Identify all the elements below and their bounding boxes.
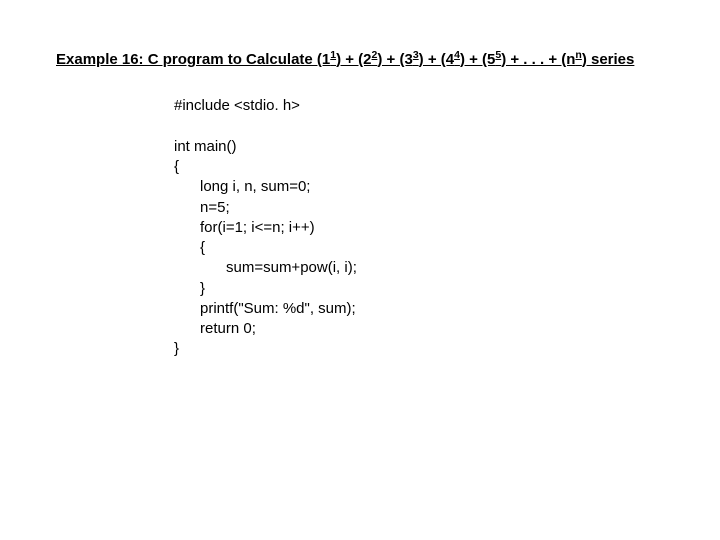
example-title: Example 16: C program to Calculate (11) … — [56, 48, 664, 70]
code-line: } — [174, 279, 664, 299]
title-text: ) + (2 — [336, 51, 371, 68]
code-line: for(i=1; i<=n; i++) — [174, 218, 664, 238]
title-text: ) + (5 — [460, 51, 495, 68]
code-line: long i, n, sum=0; — [174, 177, 664, 197]
code-line: return 0; — [174, 319, 664, 339]
code-line: { — [174, 238, 664, 258]
blank-line — [174, 117, 664, 137]
title-text: ) + (3 — [377, 51, 412, 68]
code-line: { — [174, 157, 664, 177]
code-line: } — [174, 339, 664, 359]
page: Example 16: C program to Calculate (11) … — [0, 0, 720, 360]
code-line: n=5; — [174, 198, 664, 218]
code-line: #include <stdio. h> — [174, 96, 664, 116]
code-line: printf("Sum: %d", sum); — [174, 299, 664, 319]
code-block: #include <stdio. h> int main() { long i,… — [174, 96, 664, 359]
code-line: int main() — [174, 137, 664, 157]
title-text: Example 16: C program to Calculate (1 — [56, 51, 330, 68]
title-text: ) + . . . + (n — [501, 51, 575, 68]
code-line: sum=sum+pow(i, i); — [174, 258, 664, 278]
title-text: ) + (4 — [419, 51, 454, 68]
title-text: ) series — [582, 51, 635, 68]
